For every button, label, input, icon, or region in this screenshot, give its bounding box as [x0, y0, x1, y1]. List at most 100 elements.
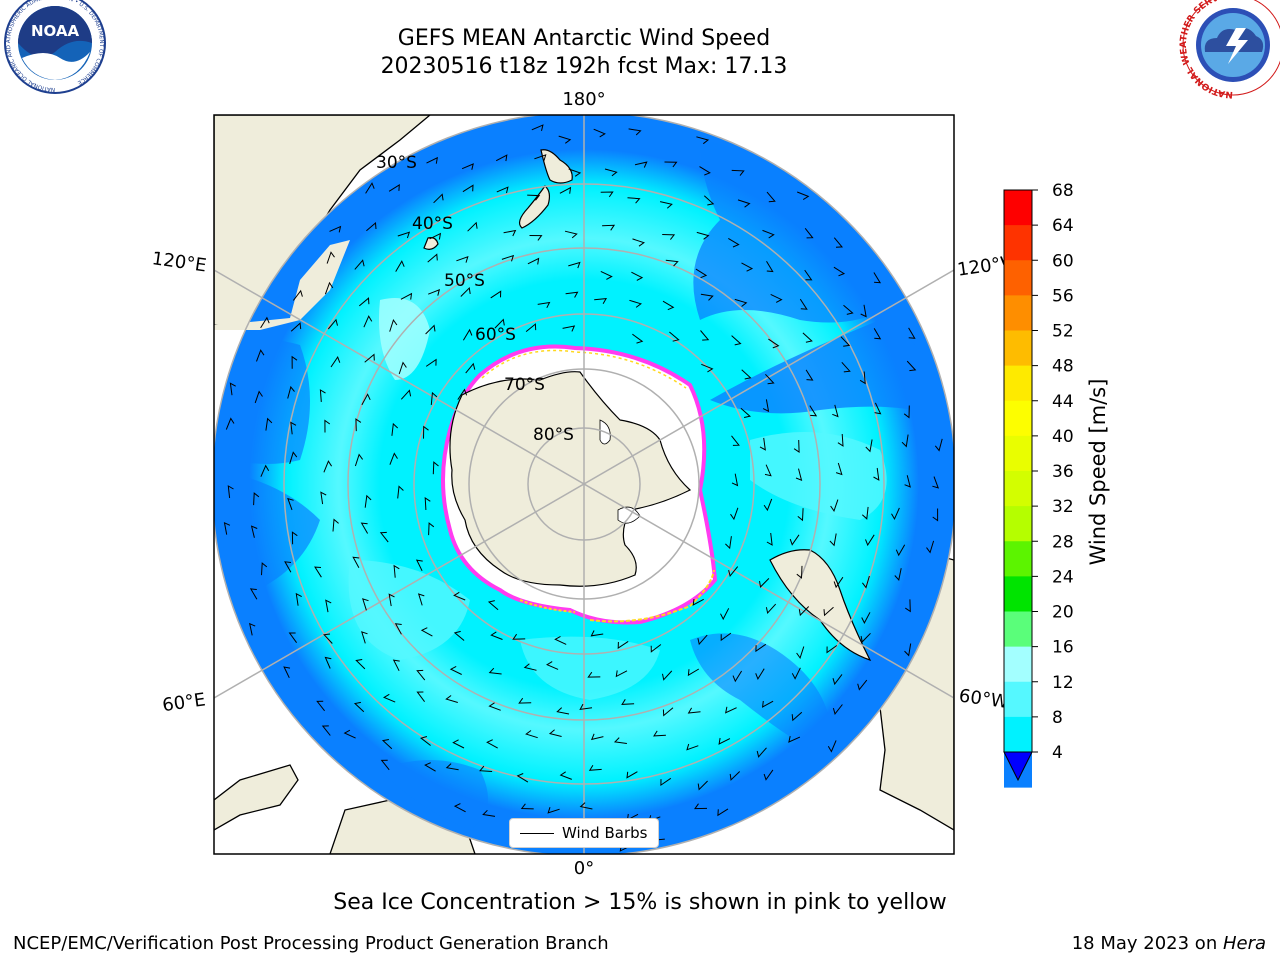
wind-barb — [287, 385, 295, 399]
wind-barb — [703, 195, 715, 206]
wind-barb — [593, 128, 606, 138]
wind-barb — [659, 201, 673, 209]
colorbar-tick-label: 56 — [1052, 286, 1074, 306]
wind-barb — [766, 260, 774, 273]
wind-barb — [547, 807, 560, 814]
wind-barb — [249, 622, 256, 636]
wind-barb — [737, 199, 751, 208]
wind-barb — [428, 288, 441, 296]
colorbar-label: Wind Speed [m/s] — [1086, 379, 1110, 566]
wind-barb — [558, 135, 572, 144]
wind-barb — [327, 318, 338, 330]
wind-barb — [380, 759, 390, 771]
colorbar-tick-label: 44 — [1052, 392, 1074, 412]
wind-barb — [453, 630, 465, 641]
wind-barb — [830, 499, 839, 512]
wind-barb — [874, 402, 882, 415]
colorbar-swatch — [1004, 190, 1032, 226]
wind-barb — [445, 763, 459, 771]
wind-barb — [397, 485, 404, 499]
colorbar-tick-label: 36 — [1052, 462, 1074, 482]
wind-barb — [261, 562, 268, 576]
wind-barb — [600, 191, 614, 198]
wind-barb — [731, 473, 739, 487]
wind-barb — [725, 706, 737, 714]
wind-barb — [320, 491, 327, 505]
wind-barb — [363, 315, 373, 328]
wind-barb — [770, 293, 783, 303]
wind-barb — [323, 633, 333, 644]
wind-barb — [381, 739, 393, 750]
wind-barb — [662, 707, 674, 717]
wind-barb — [720, 608, 730, 621]
wind-barb — [556, 707, 570, 715]
wind-barb — [479, 765, 493, 772]
wind-barb — [564, 230, 578, 239]
wind-barb — [797, 508, 804, 522]
lat-label-80s: 80°S — [533, 425, 574, 445]
wind-barb — [662, 300, 675, 311]
wind-barb — [329, 225, 342, 233]
wind-barb — [653, 730, 666, 737]
wind-barb — [546, 661, 559, 670]
wind-barb — [456, 255, 469, 263]
wind-barb — [696, 231, 710, 240]
wind-barb — [482, 809, 496, 817]
wind-barb — [626, 771, 638, 779]
wind-barb — [926, 540, 935, 554]
wind-barb — [529, 235, 543, 241]
wind-barb — [389, 318, 398, 332]
wind-barb — [833, 237, 844, 248]
wind-barb — [768, 338, 780, 349]
wind-barb — [425, 358, 437, 367]
wind-barb — [565, 291, 579, 298]
colorbar-tick-label: 16 — [1052, 638, 1074, 658]
wind-barb — [433, 193, 444, 204]
wind-barb — [587, 671, 601, 678]
wind-barb — [613, 737, 627, 744]
wind-barb — [423, 425, 429, 439]
wind-barb — [755, 668, 765, 681]
wind-barb — [905, 599, 911, 613]
wind-barb — [632, 333, 644, 344]
sea-ice-caption: Sea Ice Concentration > 15% is shown in … — [333, 890, 947, 915]
wind-barb — [832, 404, 839, 418]
wind-barb — [763, 769, 774, 781]
wind-barb — [321, 725, 331, 736]
wind-barb — [695, 268, 708, 279]
wind-barb — [227, 485, 234, 499]
wind-barb — [660, 777, 672, 787]
colorbar-swatch — [1004, 681, 1032, 718]
wind-barb — [687, 668, 700, 677]
lon-label-60w: 60°W — [958, 685, 1010, 713]
wind-barb — [400, 292, 413, 300]
wind-barb — [496, 186, 509, 194]
wind-barb — [250, 525, 258, 538]
wind-barb — [908, 327, 916, 339]
wind-barb — [720, 632, 732, 642]
wind-barb — [525, 730, 538, 739]
wind-barb — [495, 154, 508, 162]
wind-barb — [287, 497, 294, 511]
wind-barb — [523, 663, 537, 671]
wind-barb — [730, 507, 739, 521]
wind-barb — [462, 184, 474, 193]
noaa-logo: NATIONAL OCEANIC AND ATMOSPHERIC ADMINIS… — [4, 0, 106, 94]
wind-barb — [534, 154, 547, 161]
wind-barb — [393, 564, 400, 578]
wind-barb — [326, 251, 335, 264]
wind-barb — [826, 645, 838, 654]
wind-barb — [531, 124, 544, 132]
wind-barb — [765, 373, 775, 385]
wind-barb — [894, 568, 902, 581]
wind-barb — [429, 232, 442, 240]
wind-barb — [833, 576, 844, 589]
wind-barb — [364, 353, 375, 363]
wind-barb — [332, 518, 339, 532]
wind-barb — [425, 324, 436, 335]
colorbar-swatch — [1004, 576, 1032, 612]
wind-barb — [461, 163, 474, 170]
lon-label-60e: 60°E — [161, 689, 207, 716]
wind-barb — [669, 331, 680, 342]
